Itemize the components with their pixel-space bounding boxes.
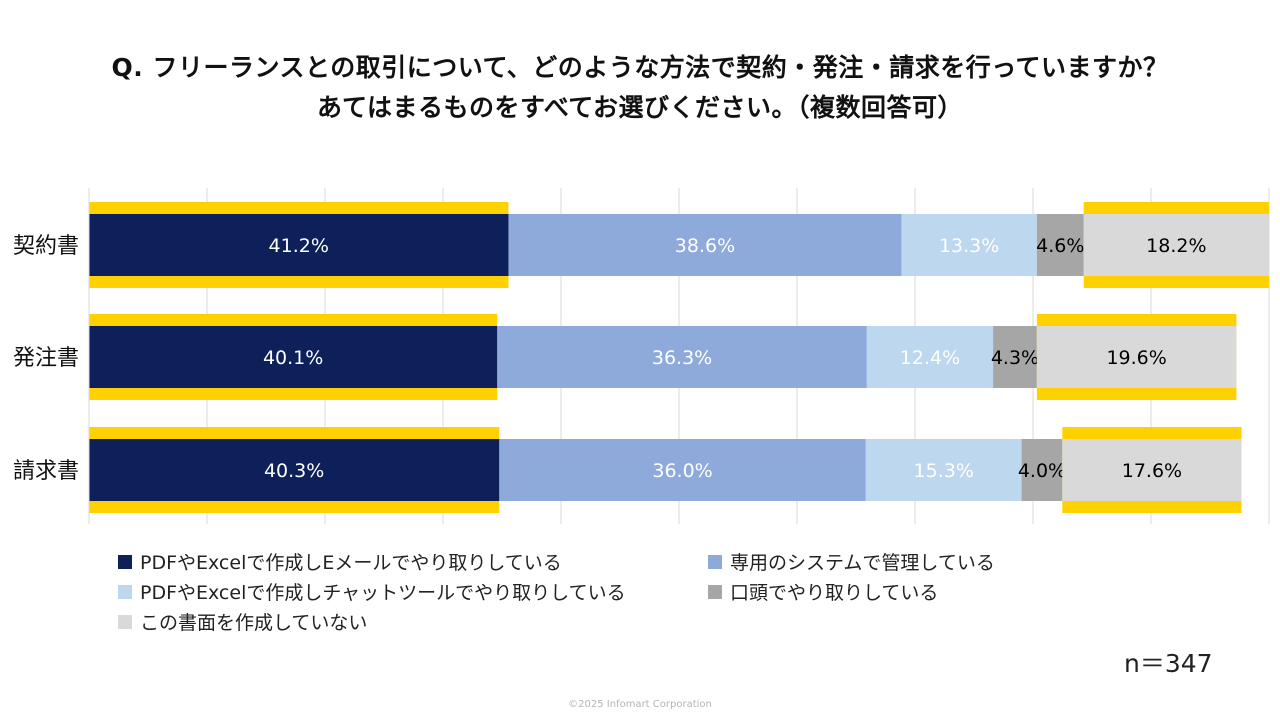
bar-segment (901, 214, 1037, 276)
bar-segment (1036, 326, 1237, 388)
data-label: 13.3% (939, 235, 999, 257)
legend-item-email: PDFやExcelで作成しEメールでやり取りしている (118, 548, 562, 575)
stacked-bar-chart: 契約書 41.2% 38.6% 13.3% 4.6% 18.2% 発注書 40.1% 36.3%… (13, 188, 1270, 524)
data-label: 12.4% (900, 347, 960, 369)
copyright-footer: ©2025 Infomart Corporation (568, 699, 712, 710)
bar-segment (865, 439, 1022, 501)
bar-segment (1036, 214, 1084, 276)
legend-swatch-system (708, 554, 722, 569)
legend-swatch-none (118, 614, 132, 629)
legend-label-chat: PDFやExcelで作成しチャットツールでやり取りしている (140, 582, 626, 604)
category-label: 契約書 (13, 234, 79, 259)
bar-segment (89, 214, 509, 276)
chart-title-line-2: あてはまるものをすべてお選びください。（複数回答可） (316, 93, 963, 122)
data-label: 36.0% (652, 460, 712, 482)
bar-segment (89, 439, 500, 501)
category-label: 請求書 (13, 459, 79, 484)
data-label: 4.3% (991, 347, 1039, 369)
legend-item-chat: PDFやExcelで作成しチャットツールでやり取りしている (118, 578, 626, 605)
data-label: 41.2% (269, 235, 329, 257)
bar-segment (89, 326, 498, 388)
data-label: 17.6% (1122, 460, 1182, 482)
data-label: 19.6% (1106, 347, 1166, 369)
data-label: 18.2% (1146, 235, 1206, 257)
legend-swatch-email (118, 554, 132, 569)
bar-segment (1021, 439, 1063, 501)
sample-size: n＝347 (1124, 649, 1213, 678)
data-label: 4.0% (1018, 460, 1066, 482)
bar-segment (497, 326, 867, 388)
legend-label-email: PDFやExcelで作成しEメールでやり取りしている (140, 552, 562, 574)
legend-item-none: この書面を作成していない (118, 608, 367, 635)
data-label: 36.3% (652, 347, 712, 369)
data-label: 4.6% (1036, 235, 1084, 257)
legend-item-system: 専用のシステムで管理している (708, 548, 995, 575)
bar-segment (1062, 439, 1242, 501)
legend-item-verbal: 口頭でやり取りしている (708, 578, 938, 605)
bar-segment (508, 214, 902, 276)
legend-swatch-chat (118, 584, 132, 599)
data-label: 38.6% (675, 235, 735, 257)
data-label: 15.3% (914, 460, 974, 482)
data-label: 40.3% (264, 460, 324, 482)
category-label: 発注書 (13, 346, 79, 371)
chart-title: Q. フリーランスとの取引について、どのような方法で契約・発注・請求を行っていま… (0, 48, 1280, 128)
legend-label-system: 専用のシステムで管理している (730, 552, 995, 574)
legend-label-verbal: 口頭でやり取りしている (730, 582, 939, 604)
legend-label-none: この書面を作成していない (140, 612, 368, 634)
data-label: 40.1% (263, 347, 323, 369)
bar-segment (1083, 214, 1269, 276)
chart-title-line-1: Q. フリーランスとの取引について、どのような方法で契約・発注・請求を行っていま… (111, 53, 1169, 82)
bar-segment (866, 326, 994, 388)
legend-swatch-verbal (708, 584, 722, 599)
bar-segment (499, 439, 866, 501)
bar-segment (993, 326, 1037, 388)
